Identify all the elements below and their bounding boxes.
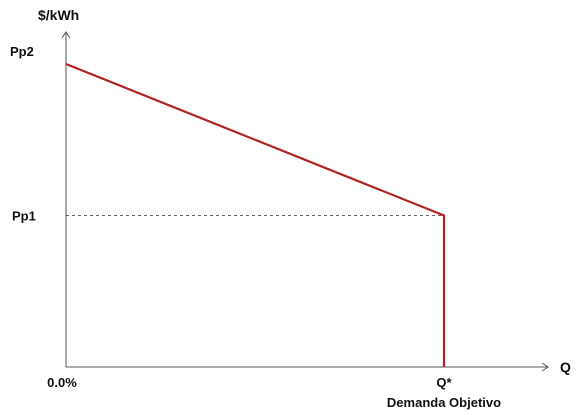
y-axis-label: $/kWh bbox=[38, 7, 79, 23]
y-tick-label-pp1: Pp1 bbox=[12, 209, 36, 224]
x-tick-label-target: Q* bbox=[436, 375, 452, 390]
y-tick-label-pp2: Pp2 bbox=[10, 44, 34, 59]
axes bbox=[61, 31, 549, 372]
series-line bbox=[65, 62, 446, 367]
x-axis-label: Q bbox=[560, 359, 571, 375]
series-layer bbox=[65, 62, 446, 367]
y-axis-arrow-icon bbox=[61, 31, 71, 39]
x-tick-caption-target: Demanda Objetivo bbox=[387, 395, 501, 410]
x-axis-arrow-icon bbox=[541, 362, 549, 372]
x-tick-label-origin: 0.0% bbox=[47, 375, 77, 390]
